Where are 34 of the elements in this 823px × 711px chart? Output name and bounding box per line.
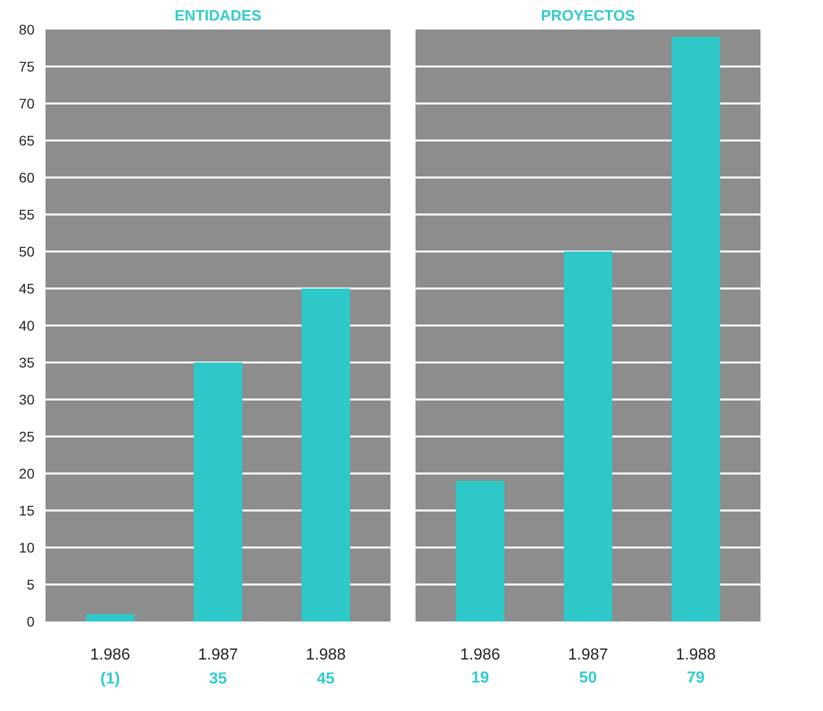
bar xyxy=(86,614,134,622)
data-label: 45 xyxy=(316,670,335,688)
y-tick-label: 45 xyxy=(18,280,35,296)
data-label: (1) xyxy=(100,670,120,688)
y-tick-label: 65 xyxy=(18,132,35,148)
bar xyxy=(302,288,350,622)
y-tick-label: 70 xyxy=(18,96,35,112)
y-tick-label: 40 xyxy=(18,318,35,334)
x-tick-label: 1.987 xyxy=(198,646,238,664)
y-tick-label: 55 xyxy=(18,206,35,222)
x-tick-label: 1.986 xyxy=(90,646,130,664)
data-label: 79 xyxy=(686,670,705,686)
y-tick-label: 75 xyxy=(18,58,35,74)
x-tick-label: 1.986 xyxy=(460,646,500,664)
chart-title: PROYECTOS xyxy=(541,8,635,24)
y-tick-label: 10 xyxy=(18,540,35,556)
y-tick-label: 25 xyxy=(18,428,35,444)
y-tick-label: 5 xyxy=(26,576,35,592)
y-tick-label: 35 xyxy=(18,354,35,370)
y-tick-label: 50 xyxy=(18,244,35,260)
y-tick-label: 20 xyxy=(18,466,35,482)
x-tick-label: 1.988 xyxy=(306,646,346,664)
y-tick-label: 0 xyxy=(26,614,35,630)
data-label: 35 xyxy=(209,670,227,688)
y-tick-label: 15 xyxy=(18,502,35,518)
chart-title: ENTIDADES xyxy=(174,8,262,24)
y-tick-label: 30 xyxy=(18,392,35,408)
data-label: 50 xyxy=(579,670,597,686)
y-tick-label: 80 xyxy=(18,22,35,38)
x-tick-label: 1.988 xyxy=(676,646,716,664)
y-tick-label: 60 xyxy=(18,170,35,186)
data-label: 19 xyxy=(471,670,490,686)
x-tick-label: 1.987 xyxy=(568,646,608,664)
bar xyxy=(194,362,242,622)
